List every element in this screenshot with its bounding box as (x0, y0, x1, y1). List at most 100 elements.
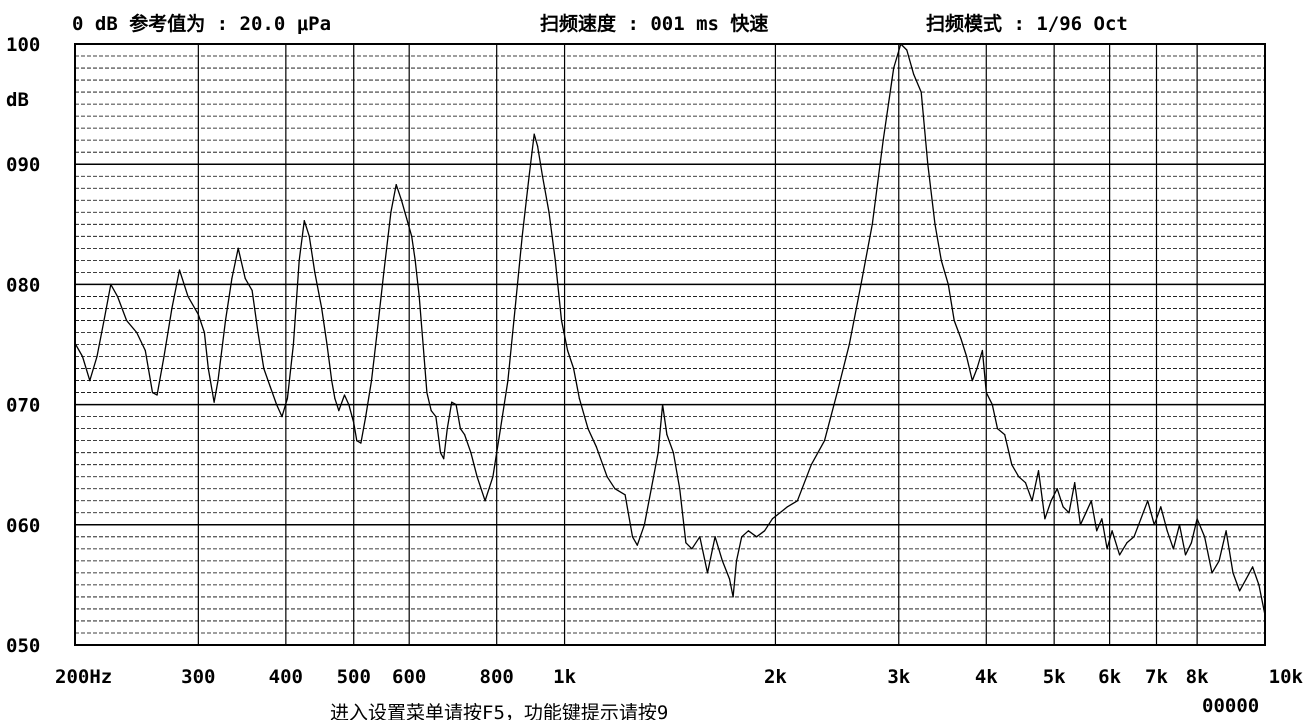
response-point (435, 416, 437, 418)
response-point (338, 410, 340, 412)
response-point (672, 452, 675, 454)
response-point (1062, 506, 1064, 508)
response-point (1190, 542, 1192, 544)
response-point (1140, 518, 1142, 520)
response-point (1225, 530, 1227, 532)
response-point (1106, 548, 1108, 550)
response-point (657, 452, 659, 454)
response-point (326, 343, 328, 346)
response-point (286, 398, 288, 400)
y-tick-label: 070 (6, 395, 40, 417)
response-point (976, 367, 978, 370)
response-point (537, 145, 539, 147)
response-point (1018, 476, 1020, 478)
response-point (578, 398, 581, 400)
major-grid (75, 163, 1265, 526)
response-point (1245, 578, 1247, 580)
response-point (1178, 524, 1181, 526)
response-point (662, 404, 664, 406)
reference-level-label: 0 dB 参考值为 : 20.0 μPa (72, 12, 331, 35)
response-point (735, 560, 738, 562)
response-point (685, 542, 687, 544)
y-axis-unit-label: dB (6, 89, 29, 111)
response-point (343, 394, 346, 396)
response-point (1133, 536, 1135, 538)
response-point (1085, 512, 1087, 514)
response-point (764, 530, 766, 532)
response-point (251, 289, 253, 291)
response-point (303, 220, 305, 222)
response-point (756, 536, 758, 538)
response-point (459, 428, 461, 430)
response-point (900, 43, 902, 45)
response-point (476, 476, 478, 478)
footer-counter: 00000 (1202, 695, 1259, 717)
response-point (430, 410, 432, 412)
response-point (126, 319, 128, 322)
response-point (110, 283, 112, 285)
response-points (74, 43, 1266, 616)
response-point (650, 488, 652, 490)
response-point (197, 313, 199, 315)
response-point (257, 331, 259, 334)
response-point (281, 416, 283, 418)
response-point (1232, 572, 1234, 574)
response-point (1147, 500, 1149, 502)
response-point (1172, 548, 1174, 550)
response-point (1153, 524, 1155, 526)
response-point (573, 367, 575, 370)
y-tick-label: 100 (6, 34, 40, 56)
response-point (418, 295, 420, 297)
response-point (533, 133, 535, 135)
x-tick-label: 300 (181, 666, 215, 688)
response-point (624, 494, 626, 496)
vertical-grid (197, 44, 1198, 645)
response-point (514, 307, 516, 309)
x-tick-labels: 200Hz 300 400 500 600 800 1k 2k 3k 4k 5k 6k 7k 8k 10k (55, 666, 1304, 688)
response-point (1074, 482, 1076, 484)
response-point (163, 355, 165, 358)
minor-grid (75, 55, 1265, 634)
response-point (356, 440, 358, 442)
response-point (74, 342, 76, 344)
response-point (1184, 554, 1187, 556)
response-point (96, 355, 98, 358)
x-tick-label: 2k (764, 666, 787, 688)
response-point (156, 394, 158, 396)
x-tick-label: 4k (975, 666, 998, 688)
response-point (1126, 542, 1128, 544)
response-point (728, 578, 731, 580)
response-point (298, 259, 300, 261)
response-point (365, 416, 367, 418)
response-point (1218, 560, 1220, 562)
response-point (383, 271, 385, 273)
response-point (1056, 488, 1058, 490)
response-point (786, 506, 789, 508)
response-point (103, 319, 105, 322)
response-point (996, 428, 999, 430)
response-point (1258, 584, 1260, 586)
response-point (1079, 524, 1081, 526)
response-point (699, 536, 701, 538)
response-point (906, 49, 908, 51)
response-point (1111, 530, 1113, 532)
response-point (741, 536, 743, 538)
response-point (1119, 554, 1121, 556)
response-point (376, 331, 378, 334)
response-point (882, 139, 884, 141)
response-point (810, 464, 812, 466)
response-point (1068, 512, 1070, 514)
response-point (426, 392, 428, 394)
response-point (492, 476, 494, 478)
response-point (920, 91, 922, 93)
response-point (331, 380, 333, 382)
response-point (81, 355, 84, 358)
response-point (595, 446, 597, 448)
x-tick-label: 600 (392, 666, 426, 688)
response-point (217, 380, 219, 382)
response-point (966, 355, 968, 358)
y-tick-label: 090 (6, 154, 40, 176)
response-point (244, 277, 246, 279)
response-point (499, 428, 502, 430)
